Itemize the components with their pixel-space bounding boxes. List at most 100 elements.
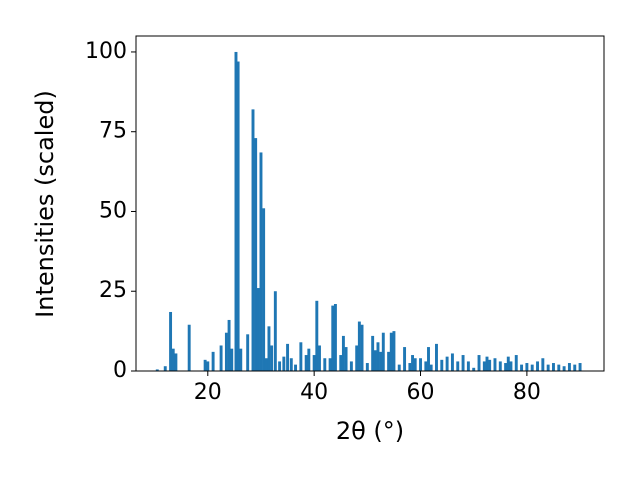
bar bbox=[509, 361, 513, 371]
bar bbox=[493, 358, 497, 371]
bar bbox=[251, 109, 255, 371]
bar bbox=[427, 347, 430, 371]
bar bbox=[413, 358, 417, 371]
bar bbox=[259, 152, 263, 371]
bar bbox=[557, 364, 561, 371]
bar bbox=[304, 355, 308, 371]
bar bbox=[525, 363, 529, 371]
bar bbox=[440, 359, 444, 371]
bar bbox=[536, 361, 539, 371]
bar bbox=[482, 361, 486, 371]
bar bbox=[567, 363, 571, 371]
bar bbox=[234, 51, 238, 371]
bar bbox=[498, 361, 502, 371]
bar bbox=[254, 138, 258, 371]
bar bbox=[224, 332, 228, 371]
bar bbox=[514, 355, 518, 371]
bar bbox=[312, 355, 316, 371]
bar bbox=[578, 363, 582, 371]
bar bbox=[562, 366, 566, 371]
bar bbox=[230, 348, 234, 371]
bar bbox=[174, 353, 178, 371]
bar bbox=[450, 353, 454, 371]
bar bbox=[219, 345, 223, 371]
bar bbox=[520, 364, 524, 371]
bar bbox=[376, 342, 380, 371]
bar bbox=[169, 311, 173, 371]
bar bbox=[397, 364, 401, 371]
bar bbox=[294, 364, 298, 371]
bar bbox=[264, 358, 268, 371]
y-tick-label: 100 bbox=[85, 39, 127, 64]
bar bbox=[315, 300, 319, 371]
x-tick-label: 60 bbox=[407, 380, 435, 405]
bar bbox=[206, 361, 210, 371]
bar bbox=[289, 358, 293, 371]
bar bbox=[333, 304, 337, 371]
bar bbox=[419, 358, 422, 371]
bar bbox=[328, 358, 332, 371]
y-tick-label: 75 bbox=[99, 119, 127, 144]
bar bbox=[408, 363, 412, 371]
bar bbox=[355, 345, 359, 371]
y-tick-label: 50 bbox=[99, 198, 127, 223]
bar bbox=[424, 361, 428, 371]
bar bbox=[541, 358, 545, 371]
bar bbox=[387, 351, 391, 371]
bar bbox=[236, 61, 240, 372]
bar bbox=[456, 361, 460, 371]
bar bbox=[403, 347, 407, 371]
bar bbox=[307, 348, 311, 371]
bar bbox=[163, 366, 167, 371]
bar bbox=[341, 335, 345, 371]
x-tick-label: 20 bbox=[194, 380, 222, 405]
bar bbox=[552, 363, 555, 371]
bar bbox=[318, 345, 321, 371]
x-tick-label: 40 bbox=[300, 380, 328, 405]
bar bbox=[211, 351, 215, 371]
bar bbox=[239, 348, 243, 371]
bar bbox=[187, 324, 191, 371]
bar bbox=[445, 356, 449, 371]
bar bbox=[435, 343, 438, 371]
bar bbox=[573, 364, 577, 371]
bar bbox=[485, 356, 489, 371]
bar bbox=[506, 356, 510, 371]
bar bbox=[246, 334, 250, 371]
bar bbox=[227, 319, 231, 371]
y-tick-label: 0 bbox=[113, 358, 127, 383]
bar bbox=[461, 355, 465, 371]
bar bbox=[286, 343, 290, 371]
bar bbox=[371, 335, 375, 371]
y-axis-label: Intensities (scaled) bbox=[31, 90, 59, 318]
bar bbox=[466, 361, 470, 371]
bar bbox=[344, 347, 348, 371]
bar bbox=[360, 324, 364, 371]
bar bbox=[546, 364, 550, 371]
y-tick-label: 25 bbox=[99, 278, 127, 303]
bar bbox=[270, 345, 274, 371]
bar bbox=[389, 332, 393, 371]
bar bbox=[530, 364, 534, 371]
bar bbox=[262, 208, 266, 371]
bar bbox=[392, 331, 396, 371]
bar bbox=[256, 288, 260, 371]
bar bbox=[323, 358, 327, 371]
bar bbox=[155, 369, 159, 371]
bar bbox=[373, 350, 377, 371]
x-axis-label: 2θ (°) bbox=[336, 417, 404, 445]
bar bbox=[365, 363, 369, 371]
bar bbox=[504, 363, 508, 371]
bar bbox=[488, 359, 492, 371]
bar bbox=[203, 359, 207, 371]
bar bbox=[411, 355, 415, 371]
bar bbox=[299, 342, 303, 371]
bar bbox=[379, 351, 383, 371]
bar bbox=[477, 355, 481, 371]
x-tick-label: 80 bbox=[513, 380, 541, 405]
bar bbox=[267, 326, 271, 371]
bar bbox=[429, 364, 433, 371]
bar bbox=[171, 348, 175, 371]
